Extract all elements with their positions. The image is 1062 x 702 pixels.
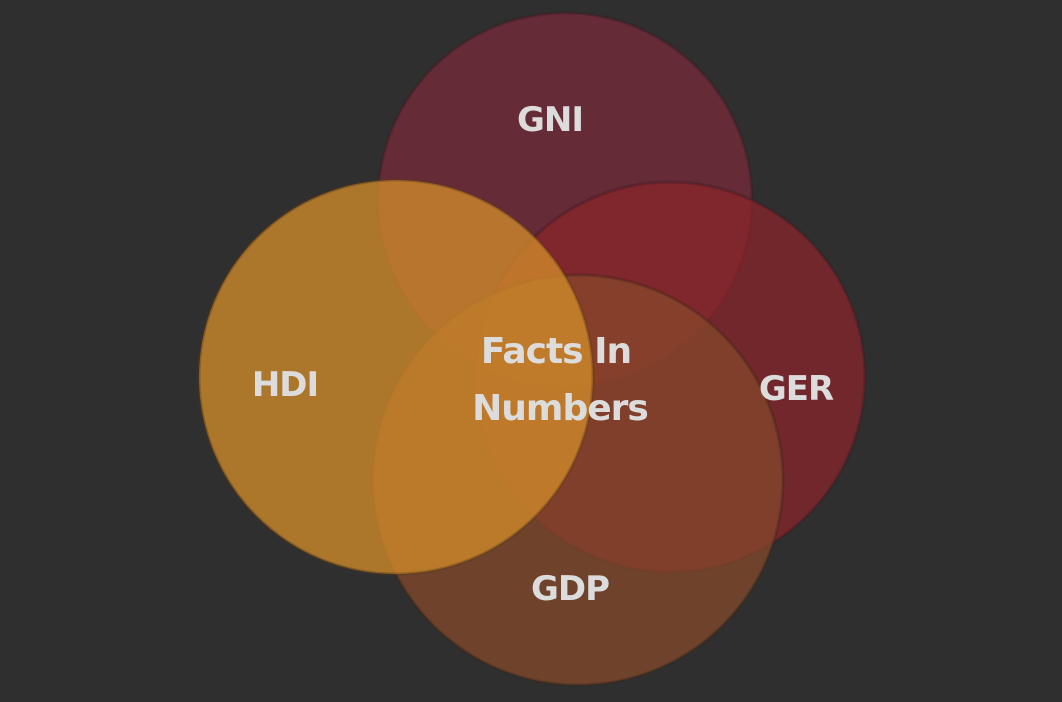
set-label-gni: GNI bbox=[517, 100, 583, 140]
center-label-line-1: Facts In bbox=[481, 331, 631, 372]
set-label-gdp: GDP bbox=[531, 569, 609, 609]
circle-hdi bbox=[197, 178, 595, 576]
center-label-line-2: Numbers bbox=[472, 388, 648, 429]
set-label-ger: GER bbox=[759, 369, 834, 409]
set-label-hdi: HDI bbox=[252, 365, 318, 405]
